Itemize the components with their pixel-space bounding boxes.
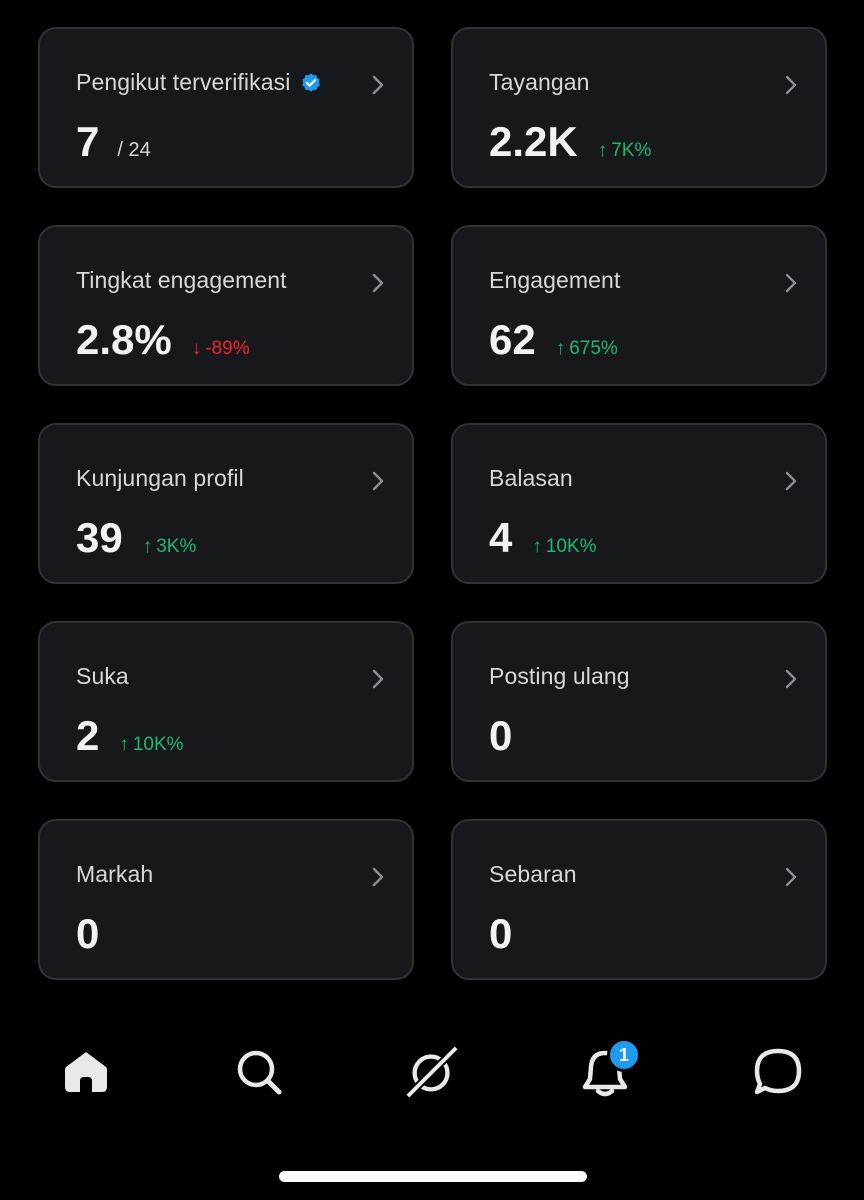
chevron-right-icon — [372, 273, 384, 293]
metric-change-value: -89% — [205, 338, 250, 359]
metric-change-value: 10K% — [545, 536, 597, 557]
chevron-right-icon — [372, 867, 384, 887]
metric-label: Balasan — [489, 465, 573, 491]
metric-label-row: Sebaran — [489, 861, 577, 888]
metric-value: 0 — [489, 712, 513, 759]
notification-badge: 1 — [607, 1038, 641, 1072]
chevron-right-icon — [785, 669, 797, 689]
chevron-right-icon — [785, 471, 797, 491]
metric-label: Markah — [76, 861, 154, 887]
chevron-right-icon — [372, 669, 384, 689]
chevron-right-icon — [372, 471, 384, 491]
search-icon — [237, 1050, 282, 1095]
chevron-right-icon — [785, 867, 797, 887]
chevron-right-icon — [785, 273, 797, 293]
metric-label-row: Engagement — [489, 267, 620, 294]
metric-value-row: 2.2K ↑ 7K% — [489, 121, 651, 163]
metric-card[interactable]: Suka 2 ↑ 10K% — [38, 621, 414, 782]
metric-value-row: 4 ↑ 10K% — [489, 517, 597, 559]
metric-value: 39 — [76, 514, 123, 561]
metric-change: ↑ 7K% — [598, 140, 652, 162]
home-indicator[interactable] — [279, 1171, 587, 1182]
metric-label-row: Pengikut terverifikasi — [76, 69, 322, 96]
chevron-right-icon — [785, 75, 797, 95]
metric-change-value: 7K% — [611, 140, 652, 161]
metric-label-row: Markah — [76, 861, 153, 888]
metric-value: 0 — [76, 910, 100, 957]
metric-value: 62 — [489, 316, 536, 363]
metric-change: ↑ 3K% — [143, 536, 197, 558]
metric-total: / 24 — [117, 139, 151, 161]
metric-value-row: 39 ↑ 3K% — [76, 517, 196, 559]
metric-value-row: 0 — [489, 715, 512, 757]
arrow-up-icon: ↑ — [142, 536, 153, 557]
metric-card[interactable]: Pengikut terverifikasi 7 / 24 — [38, 27, 414, 188]
metric-label: Pengikut terverifikasi — [76, 69, 291, 95]
metric-card[interactable]: Kunjungan profil 39 ↑ 3K% — [38, 423, 414, 584]
chat-bubble-icon — [754, 1048, 802, 1095]
metric-card[interactable]: Markah 0 — [38, 819, 414, 980]
metric-card[interactable]: Posting ulang 0 — [451, 621, 827, 782]
metric-value-row: 0 — [489, 913, 512, 955]
arrow-up-icon: ↑ — [555, 338, 566, 359]
metric-card[interactable]: Tingkat engagement 2.8% ↓ -89% — [38, 225, 414, 386]
metric-change: ↑ 10K% — [119, 734, 183, 756]
metric-label: Posting ulang — [489, 663, 630, 689]
tab-messages[interactable] — [750, 1044, 806, 1100]
grok-icon — [404, 1043, 460, 1101]
metric-value: 4 — [489, 514, 513, 561]
metric-value-row: 0 — [76, 913, 99, 955]
metric-label-row: Balasan — [489, 465, 573, 492]
metric-label: Sebaran — [489, 861, 577, 887]
chevron-right-icon — [372, 75, 384, 95]
metric-card[interactable]: Sebaran 0 — [451, 819, 827, 980]
metric-value-row: 62 ↑ 675% — [489, 319, 618, 361]
metric-label-row: Tingkat engagement — [76, 267, 287, 294]
arrow-up-icon: ↑ — [597, 140, 608, 161]
metric-value: 2.8% — [76, 316, 172, 363]
tab-home[interactable] — [58, 1044, 114, 1100]
metric-value: 0 — [489, 910, 513, 957]
tab-notifications[interactable]: 1 — [577, 1038, 641, 1100]
verified-badge-icon — [302, 72, 321, 92]
bottom-tab-bar: 1 — [0, 1030, 864, 1112]
metric-change-value: 3K% — [156, 536, 197, 557]
metric-label: Kunjungan profil — [76, 465, 244, 491]
tab-grok[interactable] — [404, 1043, 460, 1101]
metric-value: 2.2K — [489, 118, 578, 165]
tab-search[interactable] — [231, 1044, 287, 1100]
metric-value-row: 2 ↑ 10K% — [76, 715, 184, 757]
metric-change: ↑ 10K% — [532, 536, 596, 558]
metric-label: Tayangan — [489, 69, 590, 95]
metric-label-row: Tayangan — [489, 69, 590, 96]
metric-value: 2 — [76, 712, 100, 759]
metric-label-row: Posting ulang — [489, 663, 630, 690]
metric-label: Suka — [76, 663, 129, 689]
metric-label: Tingkat engagement — [76, 267, 287, 293]
metric-change-value: 675% — [569, 338, 618, 359]
metric-card[interactable]: Engagement 62 ↑ 675% — [451, 225, 827, 386]
metric-card[interactable]: Balasan 4 ↑ 10K% — [451, 423, 827, 584]
metric-change-value: 10K% — [132, 734, 184, 755]
metric-label: Engagement — [489, 267, 621, 293]
metric-card[interactable]: Tayangan 2.2K ↑ 7K% — [451, 27, 827, 188]
metric-value: 7 — [76, 118, 100, 165]
arrow-up-icon: ↑ — [532, 536, 542, 557]
metric-value-row: 2.8% ↓ -89% — [76, 319, 250, 361]
metric-label-row: Kunjungan profil — [76, 465, 244, 492]
metrics-grid: Pengikut terverifikasi 7 / 24 Tayangan 2.… — [38, 27, 827, 980]
metric-change: ↑ 675% — [556, 338, 618, 360]
metric-label-row: Suka — [76, 663, 129, 690]
arrow-down-icon: ↓ — [191, 338, 202, 359]
home-icon — [65, 1052, 107, 1092]
metric-change: ↓ -89% — [192, 338, 250, 360]
metric-value-row: 7 / 24 — [76, 121, 151, 163]
arrow-up-icon: ↑ — [119, 734, 129, 755]
